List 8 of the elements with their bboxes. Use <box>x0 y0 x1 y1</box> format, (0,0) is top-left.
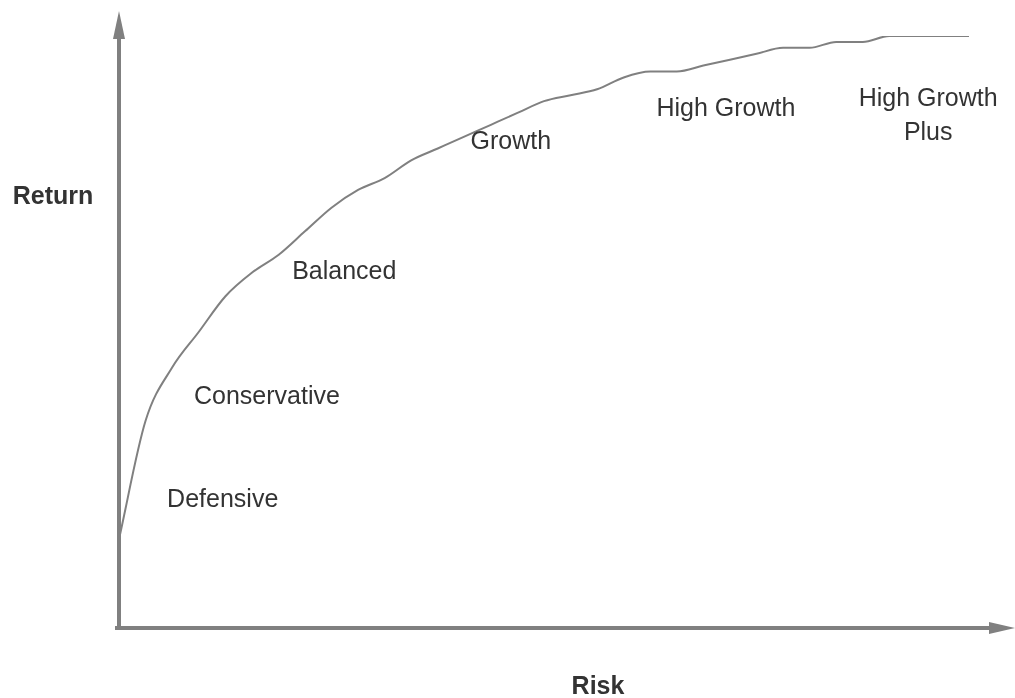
annotation: Balanced <box>292 256 397 285</box>
annotation: Conservative <box>193 381 340 410</box>
annotation: High Growth <box>656 92 796 121</box>
annotation: Defensive <box>167 484 279 513</box>
annotation: Growth <box>470 125 552 154</box>
y-axis-title: Return <box>12 180 94 209</box>
x-axis-title: Risk <box>571 670 625 698</box>
annotation: High Growth Plus <box>858 83 998 146</box>
